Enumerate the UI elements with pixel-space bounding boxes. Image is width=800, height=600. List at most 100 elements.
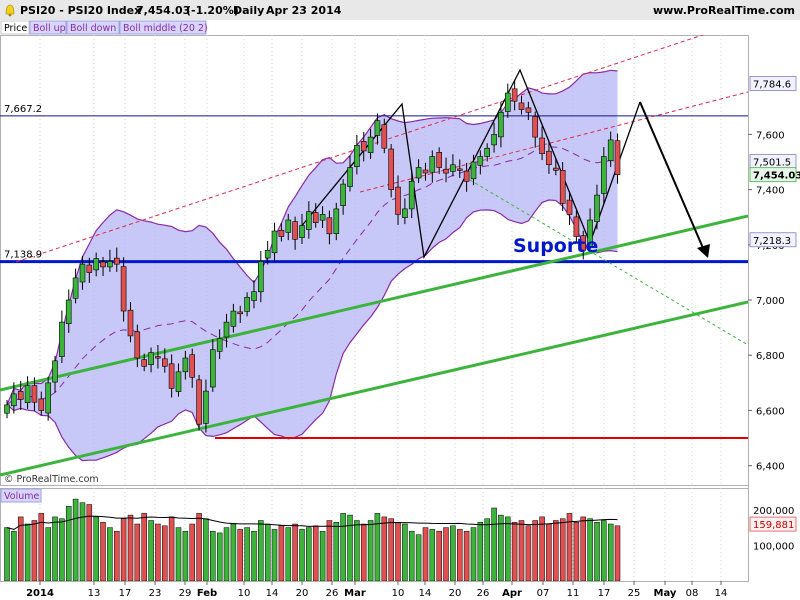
lower-green-trendline: [0, 300, 748, 477]
candle: [504, 92, 511, 112]
x-tick-label: 17: [598, 588, 611, 599]
candle: [408, 181, 415, 210]
candle: [79, 263, 86, 283]
candle: [498, 112, 504, 138]
candle: [546, 150, 552, 165]
x-tick-label: 11: [567, 588, 580, 599]
candle: [148, 352, 154, 365]
volume-bar: [559, 518, 566, 581]
volume-bar: [45, 527, 51, 581]
volume-bar: [258, 520, 264, 581]
candle: [120, 266, 127, 312]
x-tick-label: 07: [537, 588, 550, 599]
volume-bar: [93, 516, 99, 581]
y-tick-label: 7,600: [756, 130, 785, 141]
candle: [182, 357, 189, 373]
volume-bar: [319, 530, 326, 581]
volume-bar: [360, 523, 367, 581]
candle: [162, 358, 168, 367]
candle: [477, 156, 484, 166]
header-last-value: 7,454.03: [136, 4, 190, 17]
volume-bar: [223, 527, 230, 581]
volume-bar: [395, 522, 401, 581]
volume-bar: [484, 518, 490, 581]
legend-price[interactable]: Price: [0, 20, 30, 35]
volume-bar: [326, 520, 333, 581]
header-site: www.ProRealTime.com: [653, 4, 795, 17]
volume-bar: [79, 502, 86, 581]
volume-bar: [525, 525, 532, 581]
candle: [566, 199, 573, 215]
candle: [4, 404, 10, 414]
candle: [86, 264, 93, 273]
candle: [415, 167, 422, 179]
volume-bar: [607, 523, 614, 581]
volume-bar: [594, 522, 600, 581]
volume-plot-area[interactable]: [0, 488, 749, 582]
candle: [127, 309, 134, 337]
volume-bar: [463, 530, 470, 581]
volume-bar: [11, 530, 17, 581]
legend-boll-middle[interactable]: Boll middle (20 2): [119, 20, 208, 35]
x-tick-label: 17: [119, 588, 132, 599]
volume-bar: [271, 529, 278, 581]
candle: [59, 321, 65, 357]
y-tick-label: 7,400: [756, 186, 785, 197]
candle: [600, 156, 607, 194]
legend-boll-down[interactable]: Boll down: [66, 20, 120, 35]
volume-bar: [498, 514, 504, 581]
volume-last-label: 159,881: [753, 520, 794, 531]
candle: [326, 217, 333, 235]
candle: [532, 116, 539, 138]
candle: [360, 141, 367, 152]
candle: [278, 229, 285, 237]
x-tick-label: 2014: [26, 588, 54, 599]
candle: [450, 164, 456, 172]
volume-label-box[interactable]: Volume: [0, 488, 42, 503]
volume-tick-label: 100,000: [753, 541, 794, 552]
candle: [31, 385, 38, 403]
x-tick-label: May: [654, 588, 677, 599]
candle: [216, 338, 223, 352]
candle: [388, 148, 395, 190]
legend-boll-up[interactable]: Boll up: [29, 20, 67, 35]
candle: [607, 139, 614, 161]
volume-bar: [65, 505, 72, 581]
volume-bar: [408, 530, 415, 581]
volume-bar: [450, 525, 456, 581]
volume-bar: [86, 504, 93, 581]
candle: [134, 331, 141, 359]
volume-bar: [24, 523, 31, 581]
volume-bar: [429, 529, 436, 581]
volume-bar: [457, 529, 463, 581]
candle: [347, 167, 353, 187]
volume-bar: [587, 518, 593, 581]
volume-bar: [580, 516, 586, 581]
axes-layer: 6,4006,6006,8007,0007,2007,4007,6007,667…: [4, 76, 800, 599]
x-tick-label: 10: [238, 588, 251, 599]
volume-bar: [141, 513, 147, 581]
volume-bar: [402, 523, 408, 581]
volume-bar: [278, 525, 285, 581]
x-tick-label: Mar: [344, 588, 366, 599]
volume-bar: [216, 532, 223, 581]
volume-bar: [182, 530, 189, 581]
legend-price-label: Price: [4, 23, 27, 34]
level-label-right: 7,501.5: [753, 158, 791, 169]
candle: [223, 321, 230, 338]
volume-bar: [491, 507, 497, 581]
x-tick-label: 23: [149, 588, 162, 599]
volume-bar: [107, 527, 113, 581]
volume-bar: [381, 516, 388, 581]
candle: [587, 219, 593, 247]
volume-bar: [388, 518, 394, 581]
x-tick-label: 29: [179, 588, 192, 599]
x-tick-label: 14: [266, 588, 279, 599]
volume-bar: [436, 530, 442, 581]
bell-icon[interactable]: [5, 4, 15, 17]
candle: [114, 257, 120, 265]
volume-bar: [566, 513, 573, 581]
volume-bar: [72, 498, 79, 581]
